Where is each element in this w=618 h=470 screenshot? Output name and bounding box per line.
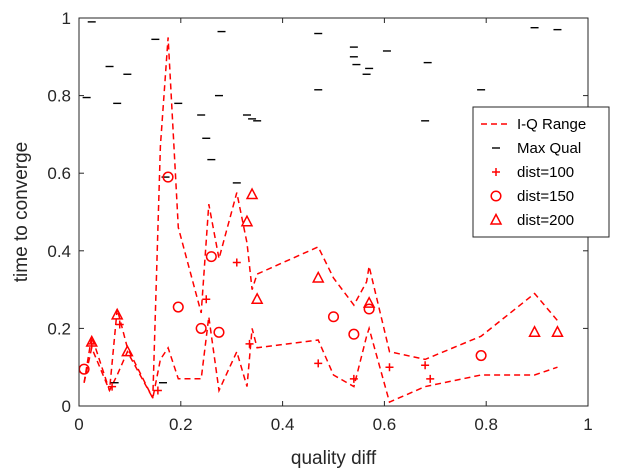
y-tick-label: 0.2 [47, 319, 71, 338]
x-tick-label: 0.4 [271, 415, 295, 434]
legend-marker-dist-200 [489, 212, 503, 225]
dist-200-point [311, 270, 325, 283]
dist-100-point [115, 320, 124, 329]
x-tick-label: 0.2 [169, 415, 193, 434]
dist-150-point [213, 326, 225, 338]
legend-label-i-q-range: I-Q Range [517, 116, 586, 133]
x-tick-label: 1 [583, 415, 592, 434]
dist-100-point [153, 386, 162, 395]
dist-200-point [362, 296, 376, 308]
legend: I-Q Range Max Qual dist=100 dist=150 dist=20… [472, 106, 610, 238]
x-tick-label: 0.6 [373, 415, 397, 434]
dist-100-point [245, 339, 254, 348]
dist-200-point [110, 307, 124, 320]
dist-100-point [314, 359, 323, 368]
y-tick-label: 0.4 [47, 242, 71, 261]
x-tick-label: 0.8 [474, 415, 498, 434]
dist-100-point [426, 374, 435, 383]
dist-100-point [232, 258, 241, 267]
y-tick-label: 0.6 [47, 164, 71, 183]
legend-label-max-qual: Max Qual [517, 140, 581, 157]
legend-label-dist-200: dist=200 [517, 212, 574, 229]
dist-200-point [250, 292, 264, 305]
dist-150-point [475, 350, 487, 362]
dist-200-point [551, 325, 564, 338]
y-tick-label: 0.8 [47, 87, 71, 106]
dist-100-point [108, 382, 117, 391]
dist-100-point [421, 361, 430, 370]
dist-200-point [245, 187, 259, 200]
y-tick-label: 1 [62, 9, 71, 28]
x-tick-label: 0 [74, 415, 83, 434]
plot-area [78, 21, 564, 404]
legend-label-dist-150: dist=150 [517, 188, 574, 205]
dist-200-point [528, 325, 541, 338]
dist-200-point [240, 214, 254, 227]
dist-200-point [121, 344, 134, 357]
dist-150-point [195, 322, 207, 334]
dist-100-point [349, 374, 358, 383]
axes: 0 0.2 0.4 0.6 0.8 1 0 0.2 0.4 0.6 0.8 1 [47, 9, 592, 434]
legend-marker-dist-150 [490, 190, 502, 202]
dist-100-point [385, 363, 394, 372]
dist-150-point [327, 311, 340, 323]
legend-marker-dist-100 [492, 168, 500, 176]
dist-150-point [348, 328, 360, 340]
dist-150-point [162, 171, 174, 183]
iq-range-line-lower [83, 316, 558, 404]
dist-150-point [205, 251, 217, 263]
dist-200-point [85, 334, 98, 347]
dist-150-point [363, 303, 375, 315]
x-axis-label: quality diff [291, 448, 377, 469]
dist-150-point [172, 301, 184, 313]
y-tick-label: 0 [62, 397, 71, 416]
legend-label-dist-100: dist=100 [517, 164, 574, 181]
y-axis-label: time to converge [11, 142, 32, 282]
dist-100-point [202, 295, 211, 304]
